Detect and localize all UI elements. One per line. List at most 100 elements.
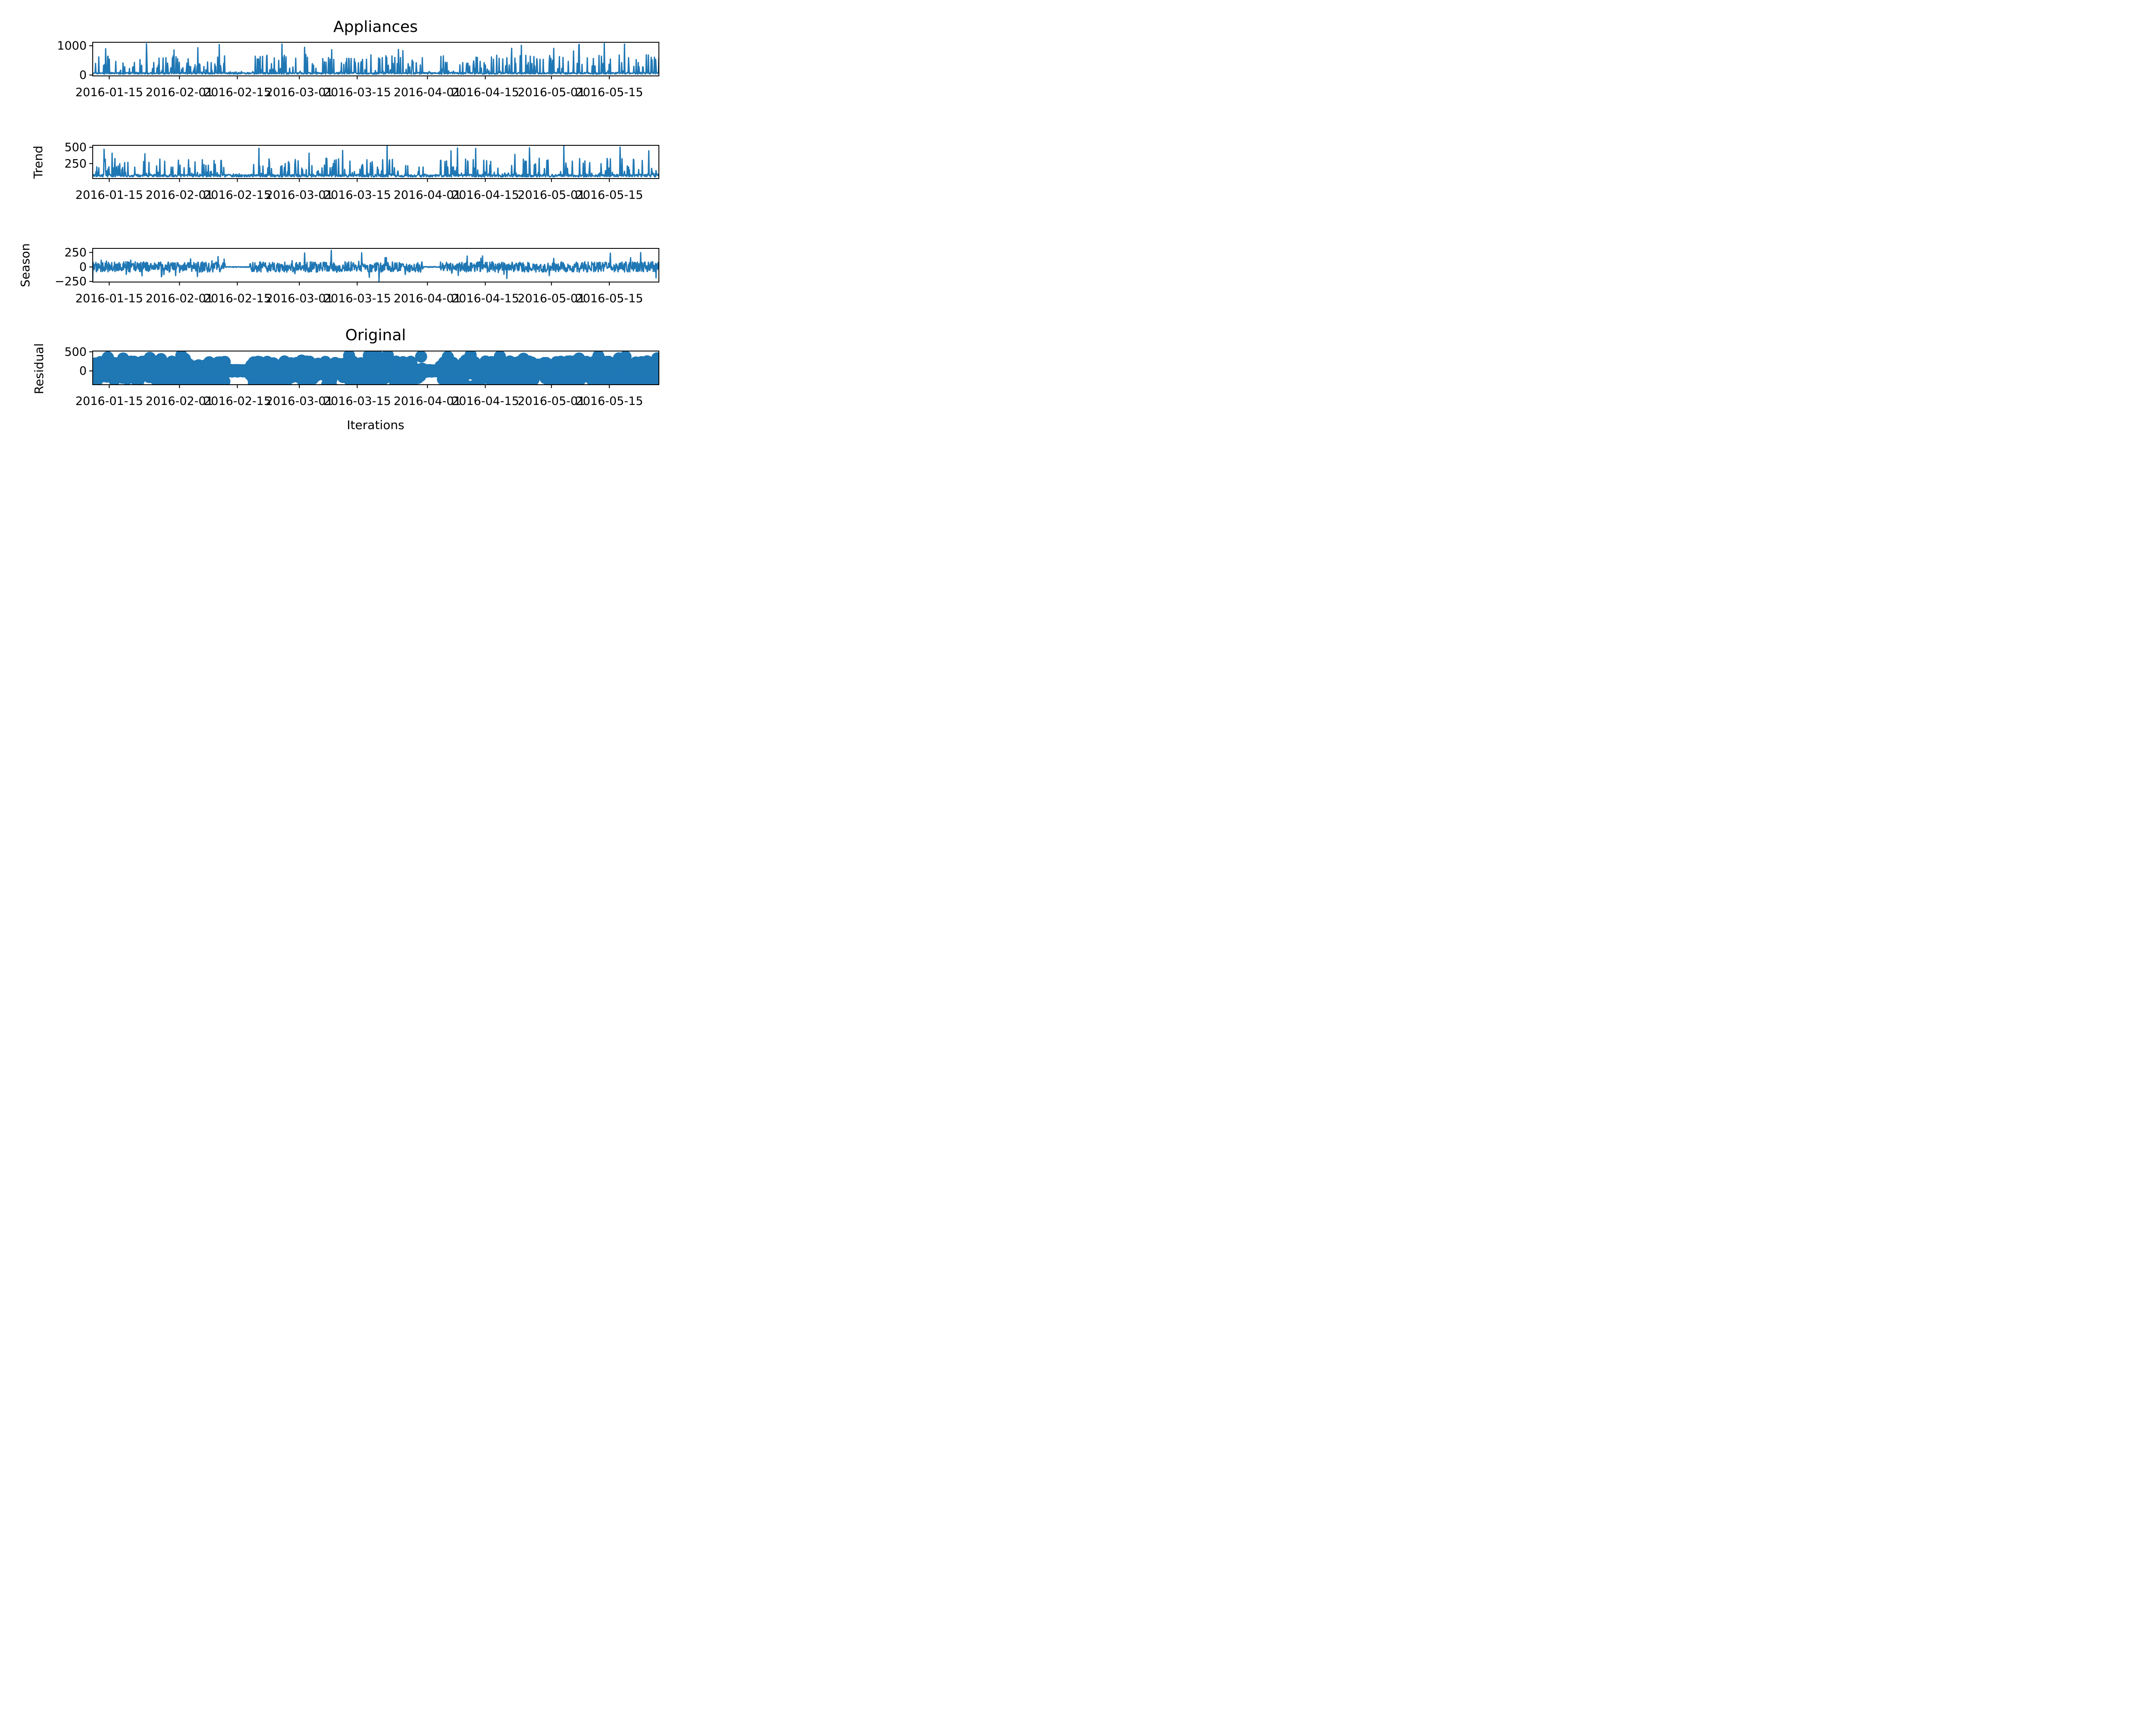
- y-tick-label: 0: [79, 69, 87, 82]
- residual-point: [217, 358, 230, 371]
- x-tick-label: 2016-01-15: [75, 86, 143, 99]
- x-tick-label: 2016-05-01: [517, 188, 585, 202]
- y-axis-label-residual: Residual: [32, 343, 46, 394]
- residual-point: [409, 364, 422, 377]
- x-tick-label: 2016-04-01: [394, 86, 461, 99]
- axes-frame-season: [92, 248, 659, 282]
- x-tick-label: 2016-03-15: [323, 292, 391, 305]
- residual-point: [128, 370, 140, 383]
- residual-point: [291, 359, 304, 371]
- series-season: [93, 250, 659, 282]
- residual-point: [364, 362, 376, 375]
- residual-point: [505, 358, 517, 370]
- residual-point: [93, 371, 103, 384]
- residual-point: [309, 369, 321, 381]
- x-tick-label: 2016-05-01: [517, 292, 585, 305]
- residual-point: [555, 368, 568, 380]
- x-tick-label: 2016-03-01: [266, 292, 333, 305]
- residual-point: [363, 379, 375, 385]
- x-tick-label: 2016-05-15: [576, 395, 643, 408]
- residual-point: [601, 356, 613, 368]
- residual-point: [624, 367, 636, 380]
- y-tick-label: 250: [64, 246, 87, 259]
- residual-point: [640, 369, 653, 381]
- x-tick-label: 2016-02-15: [204, 86, 271, 99]
- x-tick-label: 2016-02-01: [146, 292, 213, 305]
- panel-residual: Original Residual Iterations 500 0 2016-01…: [32, 326, 659, 432]
- residual-point: [571, 362, 583, 374]
- x-tick-label: 2016-03-15: [323, 188, 391, 202]
- y-tick-label: 0: [79, 364, 87, 378]
- chart-title-original: Original: [345, 326, 406, 344]
- series-trend: [93, 145, 659, 178]
- chart-title-appliances: Appliances: [333, 18, 418, 36]
- residual-point: [415, 351, 427, 363]
- axes-frame-trend: [92, 145, 659, 179]
- x-tick-label: 2016-02-01: [146, 188, 213, 202]
- x-tick-label: 2016-05-01: [517, 86, 585, 99]
- x-tick-label: 2016-03-15: [323, 86, 391, 99]
- x-tick-label: 2016-05-01: [517, 395, 585, 408]
- residual-point: [278, 355, 291, 367]
- x-tick-label: 2016-02-15: [204, 188, 271, 202]
- x-tick-label: 2016-04-15: [451, 188, 519, 202]
- residual-point: [513, 365, 526, 378]
- y-tick-label: 500: [64, 345, 87, 359]
- residual-point: [254, 358, 266, 370]
- residual-point: [453, 368, 466, 381]
- panel-trend: Trend 500 250 2016-01-15 2016-02-012016-02-…: [31, 141, 659, 202]
- y-tick-label: −250: [55, 275, 87, 289]
- axes-frame-appliances: [92, 42, 659, 76]
- residual-point: [317, 358, 330, 370]
- x-tick-label: 2016-04-15: [451, 395, 519, 408]
- residual-point: [485, 358, 497, 371]
- x-tick-label: 2016-03-01: [266, 188, 333, 202]
- residual-point: [251, 370, 263, 382]
- x-tick-label: 2016-04-01: [394, 292, 461, 305]
- residual-point: [238, 365, 250, 377]
- residual-point: [266, 365, 278, 378]
- x-tick-label: 2016-02-15: [204, 292, 271, 305]
- residual-point: [649, 380, 659, 385]
- residual-point: [498, 370, 510, 383]
- residual-point: [102, 352, 114, 364]
- residual-point: [529, 370, 541, 382]
- x-tick-label: 2016-04-01: [394, 188, 461, 202]
- x-tick-label: 2016-02-01: [146, 86, 213, 99]
- residual-point: [442, 367, 454, 379]
- residual-point: [175, 351, 188, 362]
- x-tick-label: 2016-01-15: [75, 292, 143, 305]
- x-tick-label: 2016-03-15: [323, 395, 391, 408]
- x-tick-label: 2016-05-15: [576, 188, 643, 202]
- x-tick-label: 2016-02-15: [204, 395, 271, 408]
- series-residual: [93, 351, 659, 385]
- residual-point: [191, 373, 203, 385]
- series-appliances: [93, 43, 659, 75]
- x-tick-label: 2016-01-15: [75, 188, 143, 202]
- residual-point: [168, 367, 181, 380]
- residual-point: [120, 361, 133, 373]
- x-tick-label: 2016-03-01: [266, 395, 333, 408]
- residual-point: [352, 360, 364, 373]
- y-tick-label: 250: [64, 157, 87, 170]
- residual-point: [651, 358, 659, 371]
- residual-point: [138, 362, 151, 374]
- series-line-appliances: [93, 43, 659, 75]
- residual-point: [467, 380, 479, 385]
- x-axis-label-iterations: Iterations: [347, 418, 404, 432]
- residual-point: [373, 364, 385, 376]
- residual-point: [586, 374, 599, 385]
- residual-point: [464, 351, 477, 361]
- y-tick-label: 500: [64, 141, 87, 154]
- residual-point: [200, 367, 213, 380]
- x-tick-label: 2016-05-15: [576, 86, 643, 99]
- y-axis-label-trend: Trend: [31, 146, 45, 179]
- y-axis-label-season: Season: [18, 243, 32, 287]
- residual-point: [298, 370, 310, 382]
